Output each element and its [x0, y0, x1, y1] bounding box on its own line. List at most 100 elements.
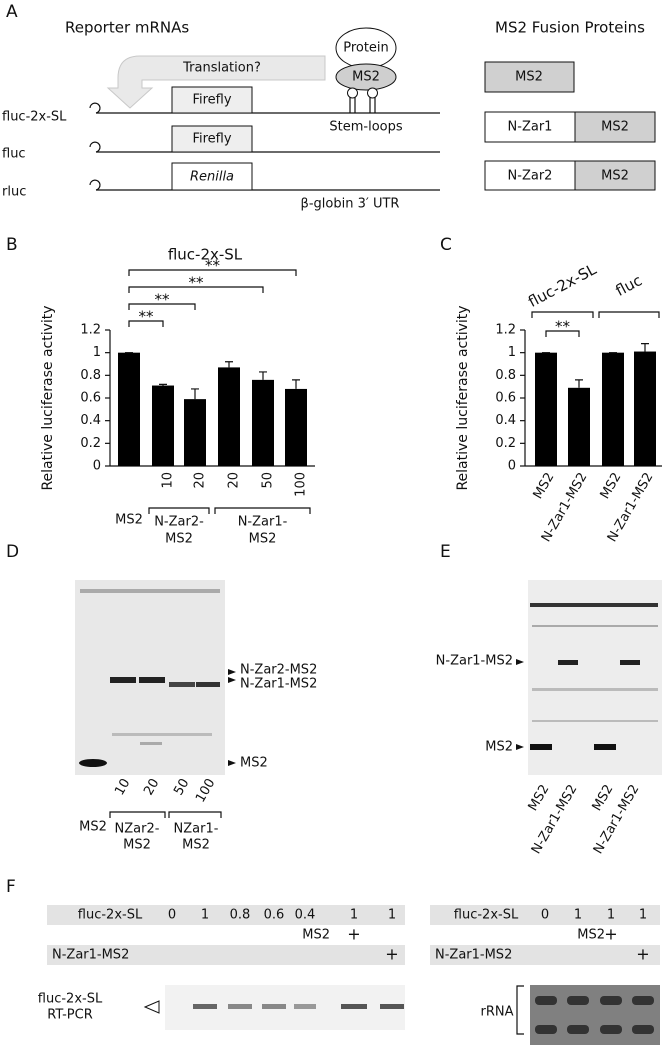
y-tick-label: 1.2: [80, 323, 101, 338]
lane-label: MS2: [526, 782, 553, 814]
fusions-title: MS2 Fusion Proteins: [495, 19, 645, 37]
stem-loops: [347, 87, 378, 113]
group-label: NZar2-: [115, 822, 160, 837]
significance-bracket: [545, 330, 580, 337]
marker-label: N-Zar2-MS2: [240, 663, 317, 678]
bar: [218, 367, 240, 466]
reporter-2: fluc Firefly: [2, 125, 440, 162]
fusion-3: N-Zar2 MS2: [484, 160, 656, 191]
translation-arrow: [106, 55, 326, 109]
x-tick-label: MS2: [598, 470, 625, 502]
marker-label: N-Zar1-MS2: [436, 654, 513, 669]
panel-label: B: [6, 235, 18, 255]
row-label: fluc-2x-SL: [78, 908, 143, 923]
product-label: fluc-2x-SL: [38, 992, 103, 1007]
ms2-text: MS2: [352, 70, 380, 85]
group-label: MS2: [249, 532, 277, 547]
significance-bracket: [128, 303, 196, 310]
error-bar: [575, 379, 583, 388]
y-tick-label: 0.8: [80, 368, 101, 383]
marker-label: MS2: [240, 756, 268, 771]
group-label: fluc: [613, 271, 645, 300]
rrna-bracket: [516, 985, 524, 1035]
fusion-2: N-Zar1 MS2: [484, 111, 656, 143]
lane-label: 100: [193, 776, 218, 805]
bar: [285, 388, 307, 466]
row-label: fluc-2x-SL: [454, 908, 519, 923]
cell: 0: [541, 908, 549, 923]
row-background: [430, 905, 660, 925]
row-label: MS2: [577, 928, 605, 943]
rt-pcr-gel: [165, 985, 405, 1030]
bar: [602, 352, 624, 466]
group-label: MS2: [165, 532, 193, 547]
y-tick-label: 0.4: [80, 413, 101, 428]
cell: 1: [639, 908, 647, 923]
error-bar: [159, 383, 167, 386]
product-label: RT-PCR: [47, 1008, 92, 1023]
group-label: MS2: [123, 838, 151, 853]
group-label: N-Zar2-: [154, 515, 204, 530]
reporters-title: Reporter mRNAs: [65, 19, 189, 37]
protein-text: Protein: [343, 41, 389, 56]
fusion-part: N-Zar2: [508, 169, 553, 184]
x-tick-label: MS2: [531, 470, 558, 502]
y-tick-label: 0.2: [495, 436, 516, 451]
reporter-gene: Renilla: [190, 170, 234, 185]
row-background: [47, 905, 405, 925]
y-tick-label: 1: [508, 345, 516, 360]
row-label: MS2: [302, 928, 330, 943]
translation-text: Translation?: [182, 61, 261, 76]
bar: [252, 379, 274, 466]
bar: [535, 352, 557, 466]
western-blot: [75, 580, 225, 775]
fusion-part: MS2: [601, 169, 629, 184]
lane-label: 20: [141, 776, 162, 798]
error-bar: [259, 371, 267, 380]
western-blot: [528, 580, 662, 775]
cell: 0.6: [264, 908, 285, 923]
panel-label: E: [440, 542, 451, 562]
fusion-part: MS2: [601, 120, 629, 135]
row-background: [47, 945, 405, 965]
significance-label: **: [555, 318, 571, 336]
reporter-1: fluc-2x-SL Firefly: [2, 86, 440, 125]
marker-label: MS2: [485, 740, 513, 755]
y-tick-label: 0.6: [80, 391, 101, 406]
group-label: NZar1-: [174, 822, 219, 837]
reporter-name: fluc-2x-SL: [2, 110, 67, 125]
x-tick-label: 10: [161, 472, 176, 489]
panel-label: A: [6, 2, 18, 22]
significance-bracket: [128, 269, 297, 276]
significance-label: **: [189, 274, 205, 292]
cell: +: [636, 945, 649, 964]
bar: [568, 387, 590, 466]
x-tick-label: 100: [294, 472, 309, 497]
y-tick-label: 0.4: [495, 413, 516, 428]
y-axis-label: Relative luciferase activity: [455, 305, 471, 490]
y-tick-label: 0: [93, 459, 101, 474]
lane-label: MS2: [79, 820, 107, 835]
group-bracket: [214, 507, 311, 514]
lane-label: MS2: [590, 782, 617, 814]
product-arrow: [143, 1000, 160, 1014]
marker-arrows: [228, 669, 236, 766]
marker-arrows: [516, 659, 524, 750]
stem-loops-text: Stem-loops: [329, 120, 402, 135]
y-tick-label: 1: [93, 345, 101, 360]
reporter-gene: Firefly: [192, 132, 231, 147]
fusion-1: MS2: [484, 61, 575, 93]
cell: 0.8: [230, 908, 251, 923]
cell: 0: [168, 908, 176, 923]
cell: 1: [574, 908, 582, 923]
x-tick-label: 50: [261, 472, 276, 489]
y-axis-label: Relative luciferase activity: [40, 305, 56, 490]
cell: 1: [607, 908, 615, 923]
y-tick-label: 0.8: [495, 368, 516, 383]
error-bar: [292, 379, 300, 389]
fusion-part: N-Zar1: [508, 120, 553, 135]
group-label: MS2: [182, 838, 210, 853]
gel-label: rRNA: [481, 1005, 514, 1020]
cell: +: [385, 945, 398, 964]
